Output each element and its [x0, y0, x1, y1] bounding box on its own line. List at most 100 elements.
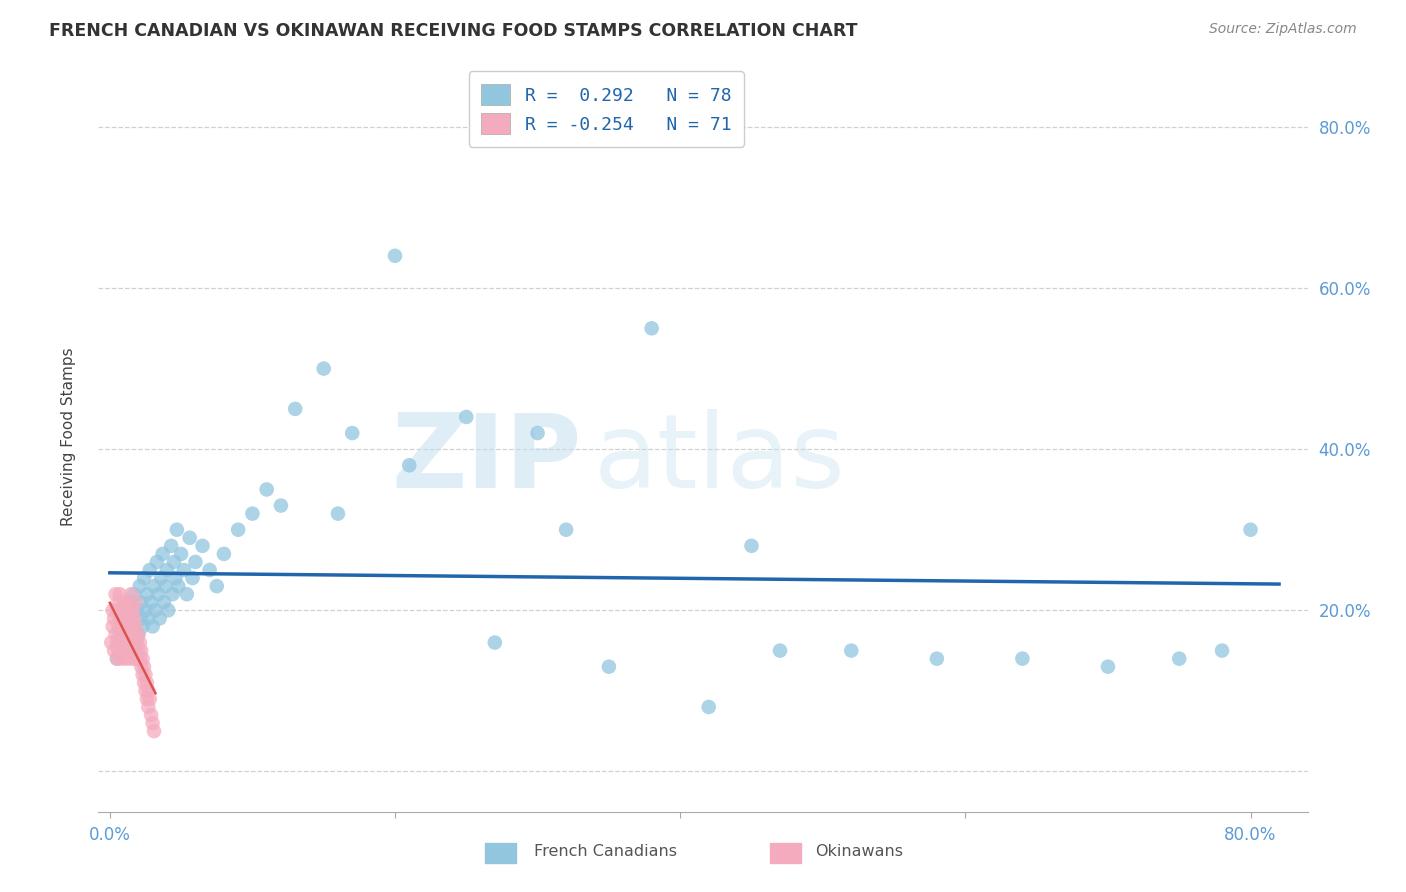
Point — [121, 603, 143, 617]
Point — [384, 249, 406, 263]
Point — [143, 579, 166, 593]
Point — [105, 651, 128, 665]
Point — [173, 563, 195, 577]
Text: FRENCH CANADIAN VS OKINAWAN RECEIVING FOOD STAMPS CORRELATION CHART: FRENCH CANADIAN VS OKINAWAN RECEIVING FO… — [49, 22, 858, 40]
Point — [121, 619, 143, 633]
Point — [112, 619, 135, 633]
Point — [198, 563, 221, 577]
Point — [598, 659, 620, 673]
Text: ZIP: ZIP — [392, 409, 582, 510]
Point — [740, 539, 762, 553]
Point — [105, 635, 128, 649]
Point — [115, 595, 138, 609]
Point — [170, 547, 193, 561]
Point — [122, 611, 145, 625]
Point — [312, 361, 335, 376]
Text: Source: ZipAtlas.com: Source: ZipAtlas.com — [1209, 22, 1357, 37]
Point — [284, 401, 307, 416]
Point — [112, 643, 135, 657]
Point — [326, 507, 349, 521]
Point — [134, 603, 156, 617]
Text: atlas: atlas — [595, 409, 846, 510]
Point — [157, 603, 180, 617]
Point — [114, 635, 136, 649]
Point — [135, 675, 157, 690]
Point — [120, 643, 142, 657]
Point — [117, 635, 139, 649]
Point — [205, 579, 228, 593]
Point — [163, 555, 186, 569]
Point — [148, 587, 170, 601]
Point — [107, 595, 129, 609]
Point — [179, 531, 201, 545]
Point — [256, 483, 278, 497]
Point — [142, 716, 165, 731]
Point — [124, 635, 146, 649]
Point — [150, 571, 173, 585]
Point — [122, 587, 145, 601]
Point — [108, 611, 131, 625]
Point — [769, 643, 792, 657]
Point — [115, 627, 138, 641]
Point — [184, 555, 207, 569]
Point — [145, 603, 167, 617]
Point — [132, 571, 155, 585]
Point — [127, 627, 149, 641]
Point — [127, 627, 149, 641]
Point — [1097, 659, 1119, 673]
Point — [115, 611, 138, 625]
Point — [165, 571, 187, 585]
Point — [526, 425, 548, 440]
Point — [167, 579, 190, 593]
Point — [103, 611, 125, 625]
Point — [555, 523, 578, 537]
Text: French Canadians: French Canadians — [534, 845, 678, 859]
Point — [128, 651, 150, 665]
Point — [105, 603, 128, 617]
Point — [125, 651, 148, 665]
Point — [136, 700, 159, 714]
Point — [112, 595, 135, 609]
Point — [166, 523, 188, 537]
Point — [212, 547, 235, 561]
Point — [342, 425, 364, 440]
Point — [125, 603, 148, 617]
Point — [456, 409, 478, 424]
Point — [117, 619, 139, 633]
Point — [242, 507, 264, 521]
Point — [697, 700, 720, 714]
Point — [1011, 651, 1033, 665]
Point — [111, 611, 134, 625]
Point — [134, 667, 156, 681]
Point — [270, 499, 292, 513]
Point — [136, 611, 159, 625]
Point — [101, 603, 124, 617]
Point — [117, 643, 139, 657]
Point — [128, 635, 150, 649]
Point — [120, 627, 142, 641]
Point — [101, 619, 124, 633]
Point — [124, 643, 146, 657]
Point — [115, 635, 138, 649]
Point — [156, 563, 179, 577]
Point — [121, 635, 143, 649]
Legend: R =  0.292   N = 78, R = -0.254   N = 71: R = 0.292 N = 78, R = -0.254 N = 71 — [468, 71, 744, 146]
Point — [226, 523, 249, 537]
Point — [132, 659, 155, 673]
Point — [640, 321, 662, 335]
Point — [118, 611, 141, 625]
Point — [100, 635, 122, 649]
Point — [136, 684, 159, 698]
Point — [120, 643, 142, 657]
Point — [155, 579, 177, 593]
Point — [139, 692, 162, 706]
Point — [142, 619, 165, 633]
Point — [484, 635, 506, 649]
Point — [176, 587, 198, 601]
Point — [1239, 523, 1261, 537]
Point — [112, 619, 135, 633]
Point — [110, 619, 132, 633]
Point — [132, 675, 155, 690]
Point — [139, 563, 162, 577]
Point — [121, 619, 143, 633]
